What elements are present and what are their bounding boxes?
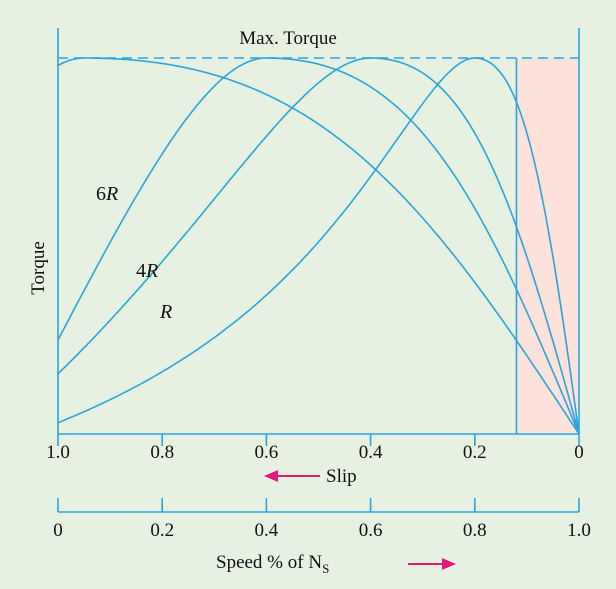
shaded-region xyxy=(516,58,579,434)
slip-axis-title: Slip xyxy=(264,466,357,487)
speed-tick-label-3: 0.6 xyxy=(359,520,383,541)
torque-curve-2 xyxy=(57,57,580,435)
speed-label: Speed % of NS xyxy=(216,552,329,576)
speed-tick-label-0: 0 xyxy=(53,520,63,541)
slip-axis-ticks xyxy=(57,434,580,446)
slip-label: Slip xyxy=(326,466,357,487)
slip-tick-label-3: 0.4 xyxy=(359,442,383,463)
curve-label-1: 4R xyxy=(136,260,158,282)
speed-label-sub: S xyxy=(322,561,329,576)
y-axis-label: Torque xyxy=(28,241,49,295)
slip-arrow-head xyxy=(264,470,278,482)
curve-label-coef-1: 4 xyxy=(136,260,146,282)
torque-curve-3 xyxy=(57,57,580,435)
curve-label-coef-2: 6 xyxy=(96,183,106,205)
curve-label-2: 6R xyxy=(96,183,118,205)
torque-curve-0 xyxy=(57,57,580,435)
max-torque-label: Max. Torque xyxy=(239,28,337,49)
speed-tick-label-1: 0.2 xyxy=(150,520,174,541)
slip-tick-label-2: 0.6 xyxy=(255,442,279,463)
curves-group xyxy=(57,57,580,435)
speed-axis xyxy=(57,498,580,513)
speed-tick-label-5: 1.0 xyxy=(567,520,591,541)
curve-label-var-1: R xyxy=(145,260,158,282)
slip-tick-label-5: 0 xyxy=(574,442,584,463)
slip-tick-label-1: 0.8 xyxy=(150,442,174,463)
slip-tick-label-4: 0.2 xyxy=(463,442,487,463)
curve-label-0: R xyxy=(159,301,172,323)
torque-curve-1 xyxy=(57,57,580,435)
curve-label-var-2: R xyxy=(105,183,118,205)
slip-tick-label-0: 1.0 xyxy=(46,442,70,463)
speed-arrow-head xyxy=(442,558,456,570)
speed-tick-label-4: 0.8 xyxy=(463,520,487,541)
speed-tick-label-2: 0.4 xyxy=(255,520,279,541)
slip-axis-tick-labels: 1.0 0.8 0.6 0.4 0.2 0 xyxy=(46,442,584,463)
speed-label-main: Speed % of N xyxy=(216,552,322,573)
speed-axis-title: Speed % of NS xyxy=(216,552,456,576)
speed-axis-tick-labels: 0 0.2 0.4 0.6 0.8 1.0 xyxy=(53,520,591,541)
plot-frame xyxy=(57,28,580,435)
